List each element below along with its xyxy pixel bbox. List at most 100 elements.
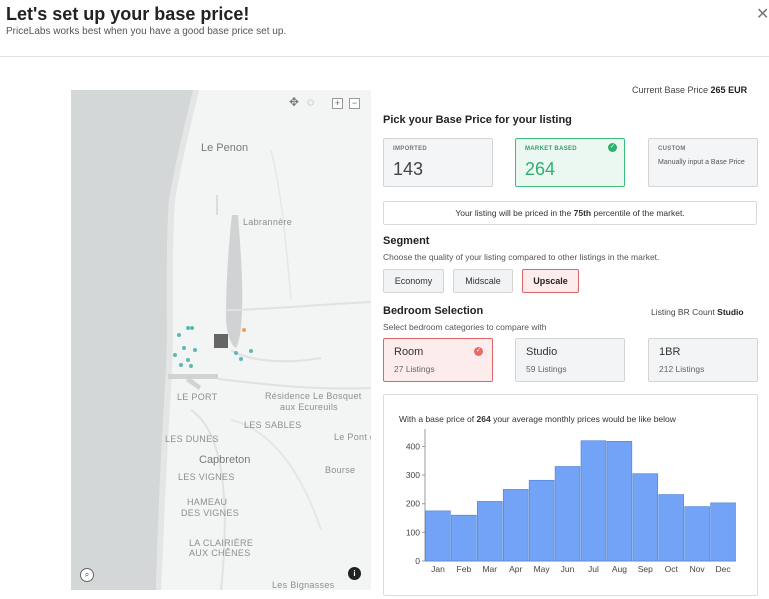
map-label: aux Ecureuils: [280, 402, 338, 412]
map-label: Le Penon: [201, 142, 249, 154]
bedroom-name: 1BR: [659, 346, 681, 358]
current-base-price: Current Base Price 265 EUR: [632, 85, 747, 95]
monthly-price-chart-card: With a base price of 264 your average mo…: [383, 394, 758, 596]
segment-title: Segment: [383, 235, 430, 247]
segment-upscale-button[interactable]: Upscale: [522, 269, 579, 293]
map-label: Résidence Le Bosquet: [265, 391, 362, 401]
map-label: Bourse: [325, 465, 356, 475]
check-icon: ✓: [474, 347, 483, 356]
caption-prefix: With a base price of: [399, 414, 475, 424]
card-title: IMPORTED: [393, 146, 428, 152]
bedroom-listings: 212 Listings: [659, 364, 705, 374]
listing-br-count: Listing BR Count Studio: [651, 307, 744, 317]
caption-suffix: your average monthly prices would be lik…: [493, 414, 676, 424]
search-map-icon[interactable]: ⌕: [80, 568, 94, 582]
info-icon[interactable]: i: [348, 567, 361, 580]
x-tick-label: Nov: [690, 564, 706, 574]
bedroom-name: Studio: [526, 346, 558, 358]
x-tick-label: Mar: [482, 564, 497, 574]
y-tick-label: 300: [406, 470, 420, 480]
percentile-value: 75th: [573, 208, 592, 218]
x-tick-label: Oct: [665, 564, 679, 574]
x-tick-label: Jul: [588, 564, 599, 574]
y-tick-label: 200: [406, 499, 420, 509]
map-label: LES SABLES: [244, 420, 302, 430]
bar-jul[interactable]: [580, 440, 607, 562]
bedroom-hint: Select bedroom categories to compare wit…: [383, 322, 547, 332]
zoom-out-icon[interactable]: −: [349, 98, 360, 109]
bedroom-room-card[interactable]: Room 27 Listings ✓: [383, 338, 493, 382]
bar-mar[interactable]: [477, 501, 503, 562]
header-divider: [0, 56, 769, 57]
bar-jun[interactable]: [554, 466, 581, 562]
map-label: Les Bignasses: [272, 580, 335, 590]
map-label: Capbreton: [199, 454, 251, 466]
pick-base-price-title: Pick your Base Price for your listing: [383, 114, 572, 126]
br-count-value: Studio: [717, 307, 744, 317]
x-tick-label: Aug: [612, 564, 627, 574]
card-title: CUSTOM: [658, 146, 686, 152]
bedroom-title: Bedroom Selection: [383, 305, 484, 317]
bar-dec[interactable]: [710, 502, 736, 562]
y-tick-label: 400: [406, 441, 420, 451]
br-count-label: Listing BR Count: [651, 307, 715, 317]
card-title: MARKET BASED: [525, 146, 577, 152]
map-label: AUX CHÊNES: [189, 548, 251, 558]
map-label: HAMEAU: [187, 497, 228, 507]
y-tick-label: 100: [406, 527, 420, 537]
market-based-price-card[interactable]: MARKET BASED 264 ✓: [515, 138, 625, 187]
bedroom-studio-card[interactable]: Studio 59 Listings: [515, 338, 625, 382]
map-label: Labrannère: [243, 217, 293, 227]
page-subtitle: PriceLabs works best when you have a goo…: [6, 26, 287, 37]
bar-jan[interactable]: [425, 510, 451, 562]
card-value: 264: [525, 159, 556, 179]
close-icon[interactable]: ✕: [756, 6, 769, 23]
map-label: LA CLAIRIÈRE: [189, 538, 254, 548]
check-icon: ✓: [608, 143, 617, 152]
caption-value: 264: [476, 414, 491, 424]
custom-price-card[interactable]: CUSTOM Manually input a Base Price: [648, 138, 758, 187]
chart-caption: With a base price of 264 your average mo…: [399, 414, 676, 424]
bar-feb[interactable]: [451, 514, 477, 562]
pan-icon[interactable]: ✥: [289, 95, 300, 109]
bar-sep[interactable]: [632, 473, 659, 562]
card-value: 143: [393, 159, 424, 179]
bar-may[interactable]: [528, 479, 555, 562]
percentile-info: Your listing will be priced in the 75th …: [383, 201, 757, 225]
segment-hint: Choose the quality of your listing compa…: [383, 252, 660, 262]
x-tick-label: Sep: [638, 564, 653, 574]
imported-price-card[interactable]: IMPORTED 143: [383, 138, 493, 187]
current-base-label: Current Base Price: [632, 85, 709, 95]
bedroom-listings: 59 Listings: [526, 364, 567, 374]
page-title: Let's set up your base price!: [6, 4, 250, 24]
x-tick-label: Dec: [715, 564, 731, 574]
percentile-suffix: percentile of the market.: [593, 208, 685, 218]
map[interactable]: Le Penon Labrannère LE PORT Résidence Le…: [71, 90, 371, 590]
x-tick-label: Jun: [561, 564, 575, 574]
y-tick-label: 0: [415, 556, 420, 566]
map-label: DES VIGNES: [181, 508, 240, 518]
current-base-value: 265 EUR: [710, 85, 748, 95]
monthly-price-chart: 0 100 200 300 400 Jan Feb Mar Apr May Jun Jul Aug Sep…: [406, 429, 736, 574]
segment-economy-button[interactable]: Economy: [383, 269, 444, 293]
bedroom-name: Room: [394, 346, 424, 358]
x-tick-label: May: [534, 564, 551, 574]
x-tick-label: Jan: [431, 564, 445, 574]
map-background: [71, 90, 371, 590]
bar-aug[interactable]: [606, 440, 633, 562]
segment-midscale-button[interactable]: Midscale: [453, 269, 513, 293]
map-label: LE PORT: [177, 392, 218, 402]
percentile-prefix: Your listing will be priced in the: [455, 208, 572, 218]
x-tick-label: Apr: [509, 564, 522, 574]
bar-apr[interactable]: [502, 489, 529, 562]
x-tick-label: Feb: [457, 564, 472, 574]
bar-oct[interactable]: [658, 494, 684, 562]
card-description: Manually input a Base Price: [658, 159, 745, 166]
bedroom-1br-card[interactable]: 1BR 212 Listings: [648, 338, 758, 382]
bar-nov[interactable]: [684, 506, 710, 562]
bedroom-listings: 27 Listings: [394, 364, 435, 374]
zoom-in-icon[interactable]: +: [332, 98, 343, 109]
map-label: Le Pont du: [334, 432, 371, 442]
map-label: LES VIGNES: [178, 472, 235, 482]
lasso-icon[interactable]: ◌: [307, 95, 315, 109]
